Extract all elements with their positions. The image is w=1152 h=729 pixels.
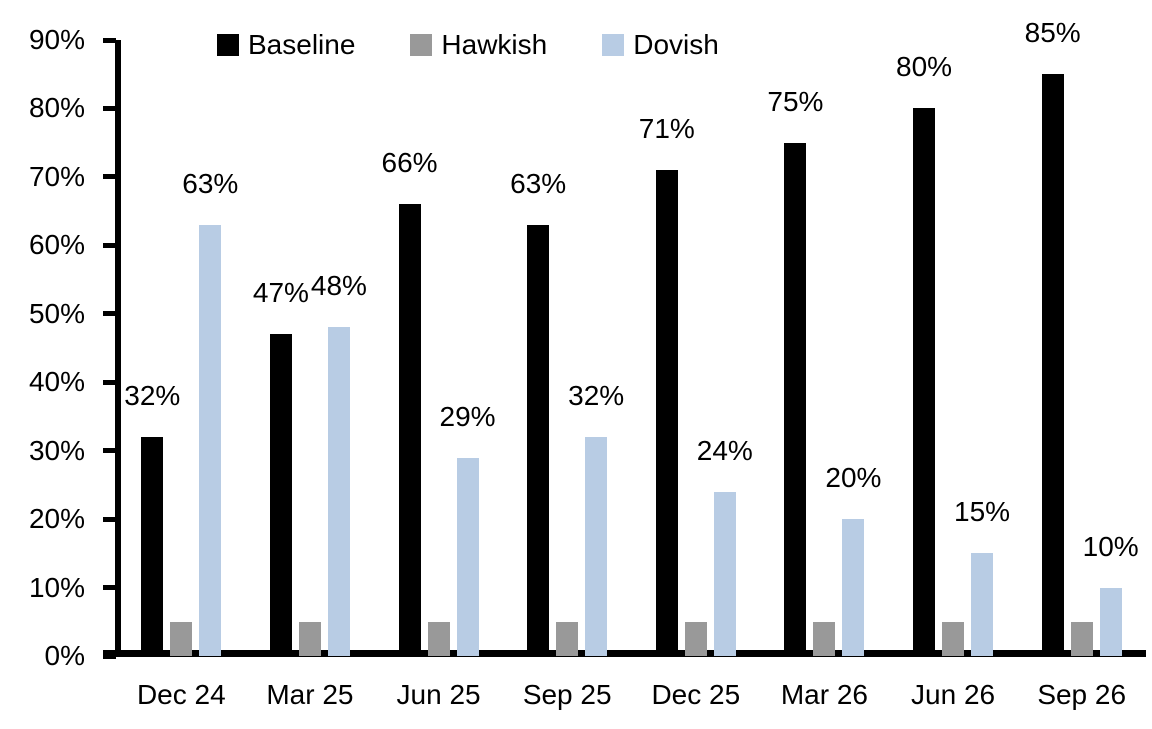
bar-hawkish-mar-26 — [813, 621, 836, 656]
bar-group-sep-26: 85% 10% — [1017, 17, 1146, 656]
bar-group-mar-25: 47% 48% — [246, 40, 375, 656]
bar-dovish-jun-25: 29% — [440, 401, 496, 656]
y-axis-tick-label: 40% — [28, 366, 85, 398]
y-axis-tick — [103, 585, 116, 591]
bar-hawkish-mar-25 — [298, 621, 321, 656]
y-axis-tick — [103, 242, 116, 248]
y-axis-tick-label: 30% — [28, 434, 85, 466]
data-label-dovish-mar-26: 20% — [825, 462, 882, 494]
bar-baseline-dec-24: 32% — [124, 380, 180, 656]
bar-baseline-dec-25: 71% — [639, 113, 695, 656]
y-axis-tick — [103, 516, 116, 522]
data-label-baseline-sep-25: 63% — [510, 167, 567, 199]
legend-label-hawkish: Hawkish — [441, 29, 548, 60]
data-label-baseline-jun-25: 66% — [381, 147, 438, 179]
bar-hawkish-dec-25 — [684, 621, 707, 656]
y-axis-tick — [103, 37, 116, 43]
x-axis-tick-label-mar-26: Mar 26 — [780, 679, 869, 710]
bar-hawkish-jun-25 — [427, 621, 450, 656]
bar-group-dec-25: 71% 24% — [632, 40, 761, 656]
data-label-dovish-sep-25: 32% — [568, 379, 625, 411]
y-axis-tick-label: 60% — [28, 229, 85, 261]
y-axis-tick-label: 90% — [28, 24, 85, 55]
data-label-dovish-jun-25: 29% — [439, 400, 496, 432]
x-axis-tick-label-jun-25: Jun 25 — [396, 679, 481, 710]
bar-baseline-mar-26: 75% — [767, 86, 823, 656]
x-axis-tick-label-dec-24: Dec 24 — [136, 679, 226, 710]
data-label-dovish-mar-25: 48% — [310, 270, 367, 302]
bar-group-jun-25: 66% 29% — [374, 40, 503, 656]
x-axis-tick-label-sep-25: Sep 25 — [522, 679, 612, 710]
legend-label-baseline: Baseline — [248, 29, 356, 60]
x-axis-tick-label-jun-26: Jun 26 — [911, 679, 996, 710]
y-axis-tick — [103, 105, 116, 111]
data-label-baseline-mar-25: 47% — [252, 277, 309, 309]
legend-swatch-baseline — [217, 34, 239, 56]
y-axis-tick — [103, 174, 116, 180]
bar-baseline-jun-25: 66% — [382, 147, 438, 656]
chart-legend: Baseline Hawkish Dovish — [217, 28, 719, 62]
data-label-baseline-sep-26: 85% — [1024, 17, 1081, 49]
bar-baseline-sep-26: 85% — [1025, 17, 1081, 656]
data-label-dovish-jun-26: 15% — [954, 496, 1011, 528]
y-axis-tick-label: 50% — [28, 297, 85, 329]
bar-dovish-sep-26: 10% — [1083, 531, 1139, 656]
y-axis-tick-label: 80% — [28, 92, 85, 124]
bar-dovish-dec-25: 24% — [697, 435, 753, 656]
y-axis-tick — [103, 448, 116, 454]
y-axis-tick-label: 70% — [28, 160, 85, 192]
y-axis-tick-label: 20% — [28, 503, 85, 535]
bar-hawkish-jun-26 — [942, 621, 965, 656]
bar-baseline-jun-26: 80% — [896, 51, 952, 656]
x-axis-line — [103, 650, 1146, 657]
data-label-dovish-dec-24: 63% — [182, 167, 239, 199]
data-label-dovish-sep-26: 10% — [1082, 530, 1139, 562]
x-axis-tick-label-mar-25: Mar 25 — [266, 679, 354, 710]
legend-label-dovish: Dovish — [633, 29, 719, 60]
bar-dovish-sep-25: 32% — [568, 380, 624, 656]
legend-swatch-dovish — [602, 34, 625, 56]
bar-group-mar-26: 75% 20% — [760, 40, 889, 656]
y-axis-tick — [103, 379, 116, 385]
legend-item-hawkish: Hawkish — [410, 28, 547, 62]
plot-area: 32% 63% 47% 48% 66% 29% 63% 32% 71% 24% 75% 20% 80% 1… — [117, 17, 1146, 656]
x-axis-tick-label-dec-25: Dec 25 — [651, 679, 741, 710]
data-label-dovish-dec-25: 24% — [696, 434, 753, 466]
y-axis-line — [115, 40, 121, 657]
bar-dovish-mar-26: 20% — [825, 462, 881, 656]
legend-item-dovish: Dovish — [602, 28, 719, 62]
legend-item-baseline: Baseline — [217, 28, 355, 62]
bar-dovish-dec-24: 63% — [182, 168, 238, 656]
y-axis-tick — [103, 311, 116, 317]
bar-hawkish-sep-26 — [1070, 621, 1093, 656]
x-axis-labels: Dec 24 Mar 25 Jun 25 Sep 25 Dec 25 Mar 26 Jun … — [117, 678, 1146, 712]
bar-group-jun-26: 80% 15% — [889, 40, 1018, 656]
data-label-baseline-mar-26: 75% — [767, 85, 824, 117]
data-label-baseline-dec-25: 71% — [638, 113, 695, 145]
legend-swatch-hawkish — [410, 34, 433, 56]
x-axis-tick-label-sep-26: Sep 26 — [1037, 679, 1127, 710]
bar-baseline-sep-25: 63% — [510, 168, 566, 656]
y-axis-tick-label: 10% — [28, 571, 85, 603]
y-axis-tick-label: 0% — [44, 640, 85, 671]
bar-group-dec-24: 32% 63% — [117, 40, 246, 656]
bar-group-sep-25: 63% 32% — [503, 40, 632, 656]
bar-hawkish-sep-25 — [556, 621, 579, 656]
bar-dovish-jun-26: 15% — [954, 496, 1010, 656]
data-label-baseline-dec-24: 32% — [124, 379, 181, 411]
bar-hawkish-dec-24 — [170, 621, 193, 656]
bar-baseline-mar-25: 47% — [253, 277, 309, 656]
bar-dovish-mar-25: 48% — [311, 270, 367, 656]
data-label-baseline-jun-26: 80% — [896, 51, 953, 83]
